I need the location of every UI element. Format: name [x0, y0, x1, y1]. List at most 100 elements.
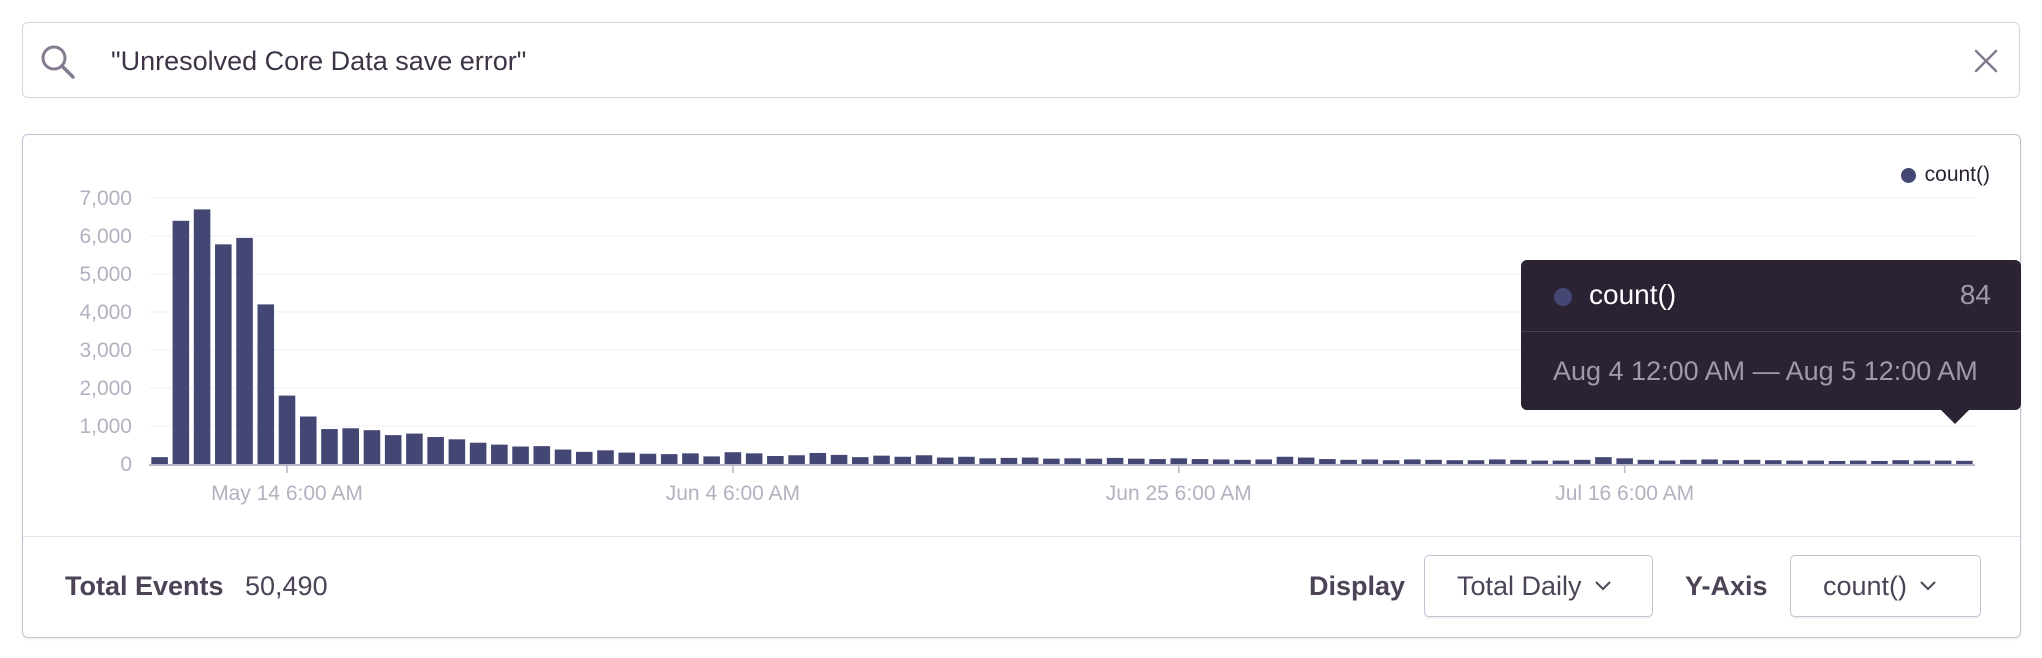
- bar: [1786, 460, 1803, 464]
- y-axis-dropdown-value: count(): [1823, 570, 1908, 601]
- bar: [448, 439, 466, 464]
- total-events-value: 50,490: [245, 571, 328, 601]
- chevron-down-icon: [1920, 581, 1936, 591]
- y-tick-label: 2,000: [79, 377, 132, 400]
- bar: [1573, 459, 1591, 464]
- bar: [1765, 460, 1782, 464]
- x-tick-label: Jun 25 6:00 AM: [1106, 482, 1252, 505]
- bar: [1255, 459, 1272, 464]
- close-icon[interactable]: [1973, 48, 1999, 74]
- tooltip-series-name: count(): [1589, 279, 1677, 310]
- bar: [597, 450, 614, 464]
- bar: [1425, 459, 1442, 464]
- bar: [1297, 457, 1315, 464]
- y-axis-label: Y-Axis: [1685, 571, 1768, 601]
- bar: [1892, 460, 1909, 464]
- bar: [1319, 459, 1336, 464]
- legend-dot: [1900, 167, 1916, 183]
- bar: [384, 435, 402, 464]
- bar: [491, 444, 508, 464]
- bar: [639, 453, 657, 464]
- events-chart: 7,000 6,000 5,000 4,000 3,000 2,000 1,000 0 May…: [79, 187, 1975, 505]
- chart-legend[interactable]: count(): [1900, 163, 1990, 187]
- bar: [1743, 459, 1761, 464]
- bar: [1595, 457, 1612, 464]
- bar: [1510, 459, 1527, 464]
- y-tick-label: 5,000: [79, 263, 132, 286]
- x-tick-label: Jul 16 6:00 AM: [1555, 482, 1694, 505]
- display-dropdown-value: Total Daily: [1457, 570, 1582, 601]
- bar: [554, 449, 572, 464]
- bar: [1488, 459, 1506, 464]
- display-label: Display: [1309, 571, 1406, 601]
- bar: [1085, 458, 1103, 464]
- bar: [321, 429, 338, 464]
- bar: [1680, 459, 1697, 464]
- bar: [512, 446, 529, 464]
- chart-footer: Total Events 50,490 Display Total Daily …: [23, 536, 2020, 637]
- bar: [1616, 458, 1633, 464]
- bar: [1658, 460, 1676, 464]
- tooltip-series-value: 84: [1959, 279, 1991, 310]
- bar: [193, 209, 211, 464]
- bar: [1340, 459, 1357, 464]
- bar: [1446, 460, 1464, 464]
- bar: [1149, 459, 1166, 464]
- bar: [1276, 456, 1294, 464]
- bar: [1064, 458, 1081, 464]
- bar: [618, 452, 636, 464]
- bar: [1828, 460, 1846, 464]
- bar: [1382, 460, 1400, 464]
- bar: [236, 237, 253, 464]
- y-tick-label: 7,000: [79, 187, 132, 210]
- bar: [660, 454, 678, 464]
- tooltip-series-dot: [1554, 288, 1572, 306]
- bar: [1552, 460, 1570, 464]
- bar: [1637, 459, 1655, 464]
- bar: [1106, 457, 1124, 464]
- bar: [1404, 459, 1421, 464]
- bar: [745, 453, 763, 464]
- bar: [1871, 460, 1888, 464]
- search-query[interactable]: "Unresolved Core Data save error": [111, 46, 527, 76]
- search-bar[interactable]: "Unresolved Core Data save error": [22, 22, 2020, 98]
- y-tick-label: 4,000: [79, 301, 132, 324]
- bar: [1934, 460, 1952, 464]
- bar: [1913, 460, 1931, 464]
- display-dropdown[interactable]: Total Daily: [1424, 555, 1653, 617]
- bar: [830, 454, 848, 464]
- tooltip-arrow: [1941, 410, 1969, 424]
- bar: [1170, 458, 1188, 464]
- bar: [1701, 459, 1718, 464]
- bar: [682, 453, 699, 464]
- bar: [1191, 459, 1209, 464]
- bar: [1956, 460, 1973, 464]
- bar: [852, 457, 869, 464]
- y-tick-label: 0: [120, 453, 132, 476]
- bar: [1807, 460, 1825, 464]
- bar: [809, 452, 827, 464]
- total-events-label: Total Events: [65, 571, 224, 601]
- y-axis-dropdown[interactable]: count(): [1790, 555, 1981, 617]
- bar: [172, 220, 190, 464]
- x-tick-label: May 14 6:00 AM: [211, 482, 363, 505]
- bar: [873, 455, 890, 464]
- bar: [1722, 460, 1740, 464]
- bar: [1467, 460, 1485, 464]
- y-tick-label: 3,000: [79, 339, 132, 362]
- bar: [278, 395, 296, 464]
- bar: [299, 416, 317, 464]
- bar: [1212, 459, 1230, 464]
- bar: [427, 437, 444, 464]
- bar: [1043, 458, 1060, 464]
- bar: [1361, 459, 1379, 464]
- bar: [915, 455, 933, 464]
- bar: [1849, 460, 1867, 464]
- bar: [767, 456, 784, 464]
- bar: [979, 458, 996, 464]
- bar: [342, 428, 359, 464]
- x-tick-label: Jun 4 6:00 AM: [666, 482, 800, 505]
- y-tick-label: 6,000: [79, 225, 132, 248]
- bar: [894, 456, 912, 464]
- bar: [703, 456, 720, 464]
